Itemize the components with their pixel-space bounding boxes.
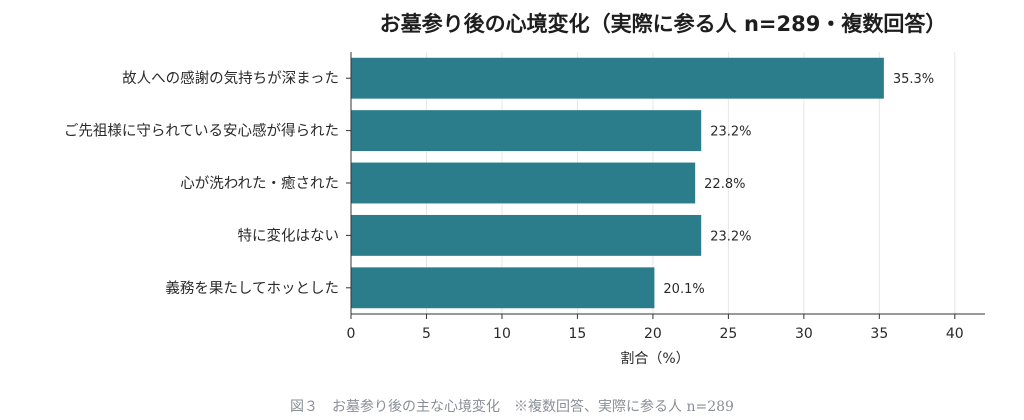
- x-tick-label: 0: [347, 326, 356, 342]
- bar: [351, 57, 884, 99]
- bar: [351, 267, 655, 309]
- x-axis-label: 割合（%）: [620, 350, 689, 367]
- figure-caption: 図３ お墓参り後の主な心境変化 ※複数回答、実際に参る人 n=289: [290, 399, 734, 415]
- category-label: 義務を果たしてホッとした: [165, 280, 339, 297]
- bars: [351, 57, 884, 309]
- category-label: 特に変化はない: [238, 227, 340, 244]
- x-tick-label: 20: [644, 326, 662, 342]
- data-label: 20.1%: [663, 282, 704, 297]
- data-label: 23.2%: [710, 125, 751, 140]
- category-label: 故人への感謝の気持ちが深まった: [122, 70, 339, 87]
- x-tick-label: 10: [493, 326, 511, 342]
- data-label: 23.2%: [710, 229, 751, 244]
- bar: [351, 110, 702, 152]
- x-tick-label: 35: [870, 326, 888, 342]
- category-label: 心が洗われた・癒された: [180, 175, 339, 192]
- category-label: ご先祖様に守られている安心感が得られた: [64, 123, 339, 140]
- x-tick-label: 25: [719, 326, 737, 342]
- bar-chart: お墓参り後の心境変化（実際に参る人 n=289・複数回答） 故人への感謝の気持ち…: [64, 12, 985, 367]
- bar: [351, 162, 696, 204]
- axes: 故人への感謝の気持ちが深まった 35.3% ご先祖様に守られている安心感が得られた 2…: [64, 52, 985, 342]
- x-tick-label: 15: [569, 326, 587, 342]
- x-tick-label: 40: [946, 326, 964, 342]
- x-tick-label: 5: [422, 326, 431, 342]
- data-label: 35.3%: [893, 72, 934, 87]
- chart-title: お墓参り後の心境変化（実際に参る人 n=289・複数回答）: [380, 12, 947, 36]
- x-tick-label: 30: [795, 326, 813, 342]
- data-label: 22.8%: [704, 177, 745, 192]
- bar: [351, 214, 702, 256]
